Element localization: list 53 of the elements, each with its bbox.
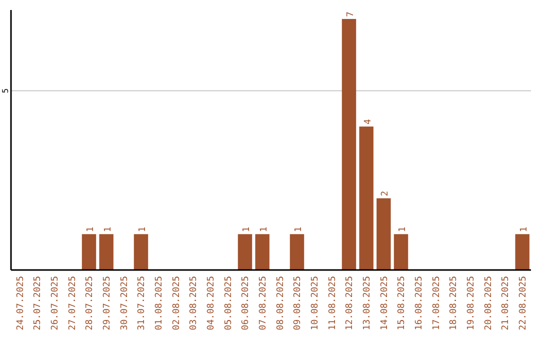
x-tick-label: 19.08.2025 [466,276,476,330]
x-tick-label: 17.08.2025 [432,276,442,330]
x-tick-label: 03.08.2025 [189,276,200,330]
data-label: 1 [86,226,96,232]
data-label: 2 [380,190,391,196]
bar [342,18,356,270]
bar [82,234,96,270]
bar [376,198,391,270]
x-tick-label: 05.08.2025 [224,276,234,330]
data-label: 7 [346,12,356,17]
x-tick-label: 28.07.2025 [85,276,96,330]
y-tick-label: 5 [0,88,10,94]
x-tick-label: 30.07.2025 [120,276,130,330]
x-tick-label: 07.08.2025 [258,276,268,330]
data-label: 4 [363,119,374,125]
x-tick-label: 09.08.2025 [293,276,304,330]
x-tick-label: 27.07.2025 [68,276,78,330]
x-tick-label: 02.08.2025 [172,276,182,330]
x-tick-label: 14.08.2025 [380,276,390,330]
x-tick-label: 06.08.2025 [241,276,252,330]
x-tick-label: 21.08.2025 [501,276,512,330]
x-tick-label: 25.07.2025 [33,276,44,330]
data-label: 1 [138,226,148,232]
x-tick-label: 31.07.2025 [137,276,148,330]
bar [255,234,270,270]
data-label: 1 [519,226,530,232]
bar [99,234,114,270]
bar [515,234,530,270]
x-tick-label: 13.08.2025 [362,276,372,330]
data-label: 1 [294,226,304,232]
bar [394,234,408,270]
data-label: 1 [103,226,114,232]
x-tick-label: 22.08.2025 [518,276,528,330]
data-label: 1 [242,226,252,232]
x-tick-label: 08.08.2025 [276,276,286,330]
x-tick-label: 29.07.2025 [102,276,112,330]
x-tick-label: 01.08.2025 [154,276,164,330]
x-tick-label: 26.07.2025 [50,276,60,330]
x-tick-label: 24.07.2025 [16,276,26,330]
bar [290,234,304,270]
x-tick-label: 10.08.2025 [310,276,320,330]
bar [134,234,148,270]
x-tick-label: 16.08.2025 [414,276,424,330]
bar [238,234,252,270]
data-label: 1 [259,226,270,232]
data-label: 1 [398,226,408,232]
x-tick-label: 04.08.2025 [206,276,216,330]
x-tick-label: 15.08.2025 [397,276,408,330]
x-tick-label: 12.08.2025 [345,276,356,330]
bar [359,126,374,270]
x-tick-label: 18.08.2025 [449,276,460,330]
x-tick-label: 11.08.2025 [328,276,338,330]
x-tick-label: 20.08.2025 [484,276,494,330]
